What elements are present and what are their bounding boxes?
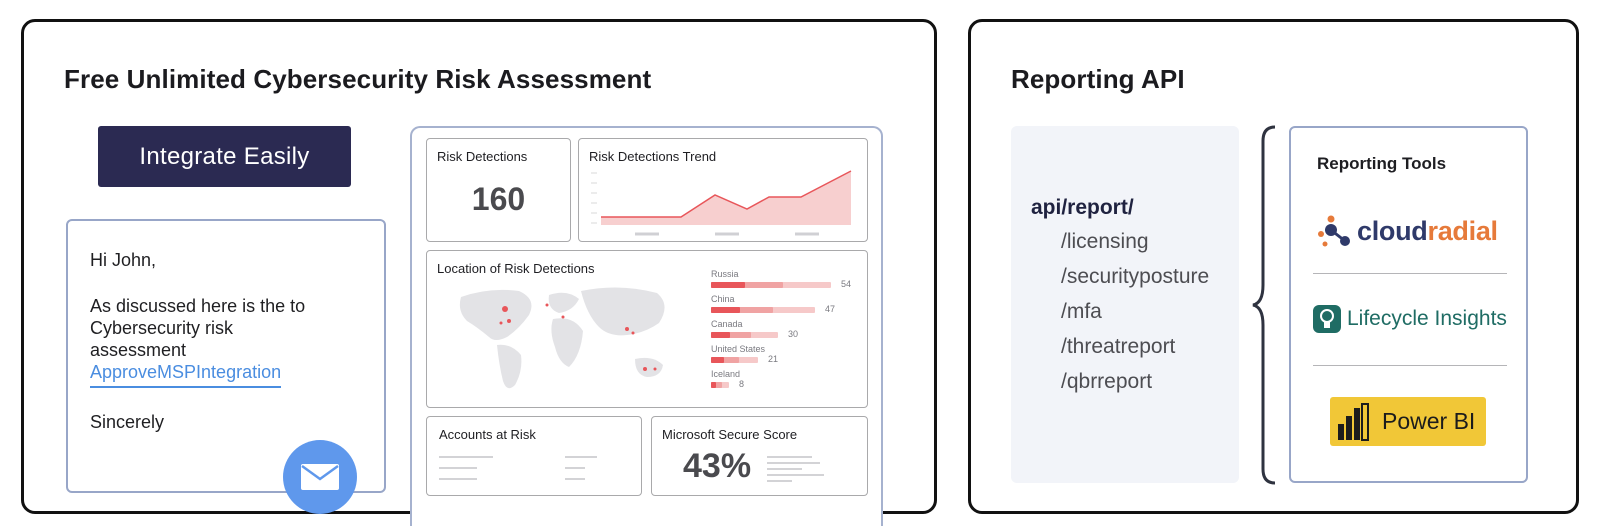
cloudradial-logo[interactable]: cloudradial <box>1317 214 1498 248</box>
country-value: 30 <box>788 329 799 339</box>
risk-trend-title: Risk Detections Trend <box>589 149 717 164</box>
risk-detections-title: Risk Detections <box>437 149 528 164</box>
api-endpoint-qbrreport: /qbrreport <box>1061 370 1153 393</box>
country-bar-mid <box>711 307 773 313</box>
country-bar-mid <box>711 357 739 363</box>
reporting-tools-panel: Reporting Tools cloudradial Lifecycle In… <box>1289 126 1528 483</box>
lifecycle-insights-text: Lifecycle Insights <box>1347 307 1507 330</box>
email-signoff: Sincerely <box>90 412 165 432</box>
email-body: As discussed here is the to Cybersecurit… <box>90 296 306 360</box>
power-bi-bars-icon <box>1338 402 1369 441</box>
curly-brace-icon <box>1252 125 1276 485</box>
integrate-easily-button[interactable]: Integrate Easily <box>98 126 351 187</box>
tool-divider <box>1313 273 1507 274</box>
risk-detections-panel: Risk Detections 160 <box>426 138 571 242</box>
tool-divider <box>1313 365 1507 366</box>
envelope-icon <box>301 464 339 490</box>
send-email-button[interactable] <box>283 440 357 514</box>
country-label: Russia <box>711 269 739 279</box>
accounts-at-risk-panel: Accounts at Risk <box>426 416 642 496</box>
api-endpoint-threatreport: /threatreport <box>1061 335 1176 358</box>
country-bar-fill <box>711 357 724 363</box>
api-endpoint-list: api/report/ /licensing /securityposture … <box>1011 126 1239 483</box>
world-map <box>459 287 665 389</box>
country-value: 47 <box>825 304 836 314</box>
api-endpoint-securityposture: /securityposture <box>1061 265 1210 288</box>
secure-score-value: 43% <box>683 447 752 485</box>
risk-assessment-title: Free Unlimited Cybersecurity Risk Assess… <box>64 64 652 94</box>
accounts-at-risk-title: Accounts at Risk <box>439 427 536 442</box>
reporting-api-card: Reporting API api/report/ /licensing /se… <box>968 19 1579 514</box>
country-bar-mid <box>711 332 751 338</box>
country-bar-fill <box>711 282 745 288</box>
secure-score-title: Microsoft Secure Score <box>662 427 798 442</box>
reporting-tools-title: Reporting Tools <box>1317 154 1447 173</box>
api-endpoint-mfa: /mfa <box>1061 300 1102 323</box>
lifecycle-insights-logo[interactable]: Lifecycle Insights <box>1313 305 1507 333</box>
risk-dashboard: Risk Detections 160 Risk Detections Tren… <box>410 126 883 526</box>
api-endpoint-licensing: /licensing <box>1061 230 1149 253</box>
country-label: United States <box>711 344 766 354</box>
secure-score-panel: Microsoft Secure Score 43% <box>651 416 868 496</box>
lifecycle-bulb-icon <box>1313 305 1341 333</box>
accounts-placeholder-lines <box>439 456 597 480</box>
country-value: 8 <box>739 379 745 389</box>
country-label: China <box>711 294 735 304</box>
email-preview: Hi John, As discussed here is the to Cyb… <box>66 219 386 493</box>
api-endpoint-root: api/report/ <box>1031 196 1134 219</box>
country-bar-fill <box>711 382 716 388</box>
country-label: Iceland <box>711 369 741 379</box>
email-greeting: Hi John, <box>90 250 157 270</box>
cloudradial-mark-icon <box>1318 215 1350 247</box>
reporting-api-title: Reporting API <box>1011 64 1185 94</box>
approve-integration-link[interactable]: ApproveMSPIntegration <box>90 362 282 388</box>
risk-trend-panel: Risk Detections Trend <box>578 138 868 242</box>
trend-area <box>601 171 851 225</box>
country-bar-fill <box>711 332 730 338</box>
risk-location-title: Location of Risk Detections <box>437 261 595 276</box>
power-bi-text: Power BI <box>1382 408 1476 434</box>
risk-trend-chart <box>591 170 852 236</box>
cloudradial-text-cloud: cloud <box>1357 215 1428 246</box>
trend-line <box>601 170 852 218</box>
risk-location-panel: Location of Risk Detections Russia <box>426 250 868 408</box>
country-label: Canada <box>711 319 743 329</box>
power-bi-logo[interactable]: Power BI <box>1330 397 1486 446</box>
risk-detections-value: 160 <box>471 181 526 217</box>
country-value: 21 <box>768 354 779 364</box>
country-bar-mid <box>711 382 722 388</box>
score-placeholder-lines <box>767 456 824 482</box>
country-value: 54 <box>841 279 852 289</box>
cloudradial-text-radial: radial <box>1427 215 1499 246</box>
country-bar-mid <box>711 282 783 288</box>
country-bar-fill <box>711 307 740 313</box>
risk-assessment-card: Free Unlimited Cybersecurity Risk Assess… <box>21 19 937 526</box>
